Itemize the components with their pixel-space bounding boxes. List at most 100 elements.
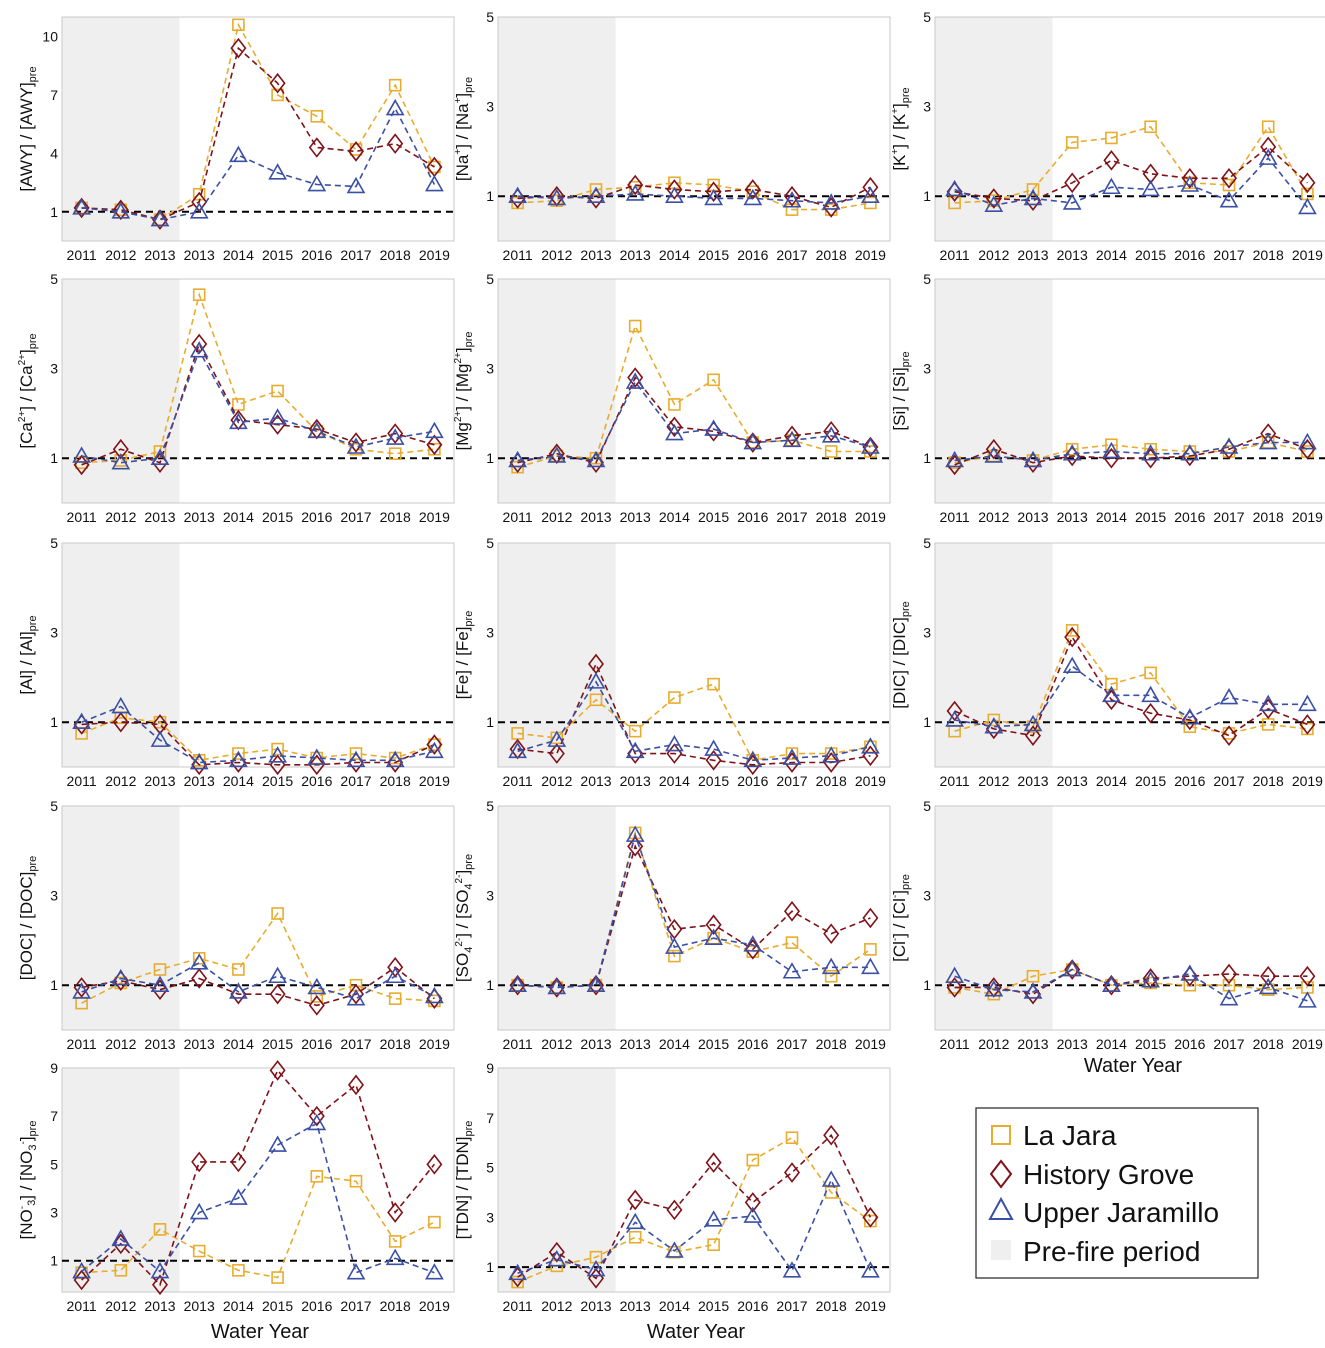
data-point-upper-jaramillo: [508, 186, 527, 203]
data-point-upper-jaramillo: [1102, 441, 1121, 459]
plot-frame: [497, 16, 891, 242]
data-point-history-grove: [587, 974, 605, 996]
prefire-shade: [62, 543, 180, 767]
series-line-la-jara: [954, 968, 1308, 996]
data-point-la-jara: [388, 78, 402, 92]
data-point-upper-jaramillo: [385, 1248, 405, 1266]
series-line-history-grove: [81, 1068, 436, 1287]
data-point-upper-jaramillo: [268, 408, 287, 425]
x-tick-label: 2019: [419, 1298, 450, 1314]
data-point-upper-jaramillo: [307, 174, 327, 192]
data-point-history-grove: [744, 432, 761, 453]
data-point-upper-jaramillo: [586, 975, 606, 993]
data-point-history-grove: [1299, 438, 1316, 460]
x-tick-label: 2014: [223, 509, 254, 525]
data-point-upper-jaramillo: [425, 421, 444, 439]
data-point-history-grove: [1024, 725, 1042, 746]
data-point-upper-jaramillo: [984, 446, 1004, 463]
legend-square-marker-icon: [991, 1125, 1011, 1145]
data-point-upper-jaramillo: [150, 1261, 170, 1279]
x-tick-label: 2012: [978, 773, 1009, 789]
y-tick-label: 3: [486, 888, 494, 904]
y-axis-label: [Mg2+] / [Mg2+]pre: [453, 331, 475, 450]
plot-frame: [497, 542, 891, 768]
x-tick-label: 2017: [340, 247, 371, 263]
data-point-upper-jaramillo: [984, 717, 1004, 734]
data-point-upper-jaramillo: [1023, 188, 1043, 206]
data-point-history-grove: [1142, 702, 1159, 724]
x-tick-label: 2017: [340, 773, 371, 789]
data-point-upper-jaramillo: [229, 1188, 248, 1205]
data-point-upper-jaramillo: [72, 198, 91, 215]
plot-frame: [61, 1067, 455, 1293]
data-point-la-jara: [589, 183, 603, 196]
y-tick-label: 1: [50, 714, 58, 730]
data-point-history-grove: [783, 900, 801, 922]
data-point-la-jara: [192, 952, 206, 965]
data-point-upper-jaramillo: [307, 977, 327, 995]
data-point-upper-jaramillo: [1298, 694, 1317, 712]
x-tick-label: 2015: [262, 1036, 293, 1052]
data-point-la-jara: [707, 677, 720, 691]
x-tick-label: 2012: [541, 1298, 572, 1314]
data-point-upper-jaramillo: [821, 1170, 841, 1187]
data-point-la-jara: [388, 447, 402, 461]
x-tick-label: 2013: [184, 509, 215, 525]
data-point-la-jara: [864, 943, 877, 956]
data-point-upper-jaramillo: [72, 1261, 91, 1279]
x-tick-label: 2019: [855, 1298, 886, 1314]
data-point-history-grove: [862, 1207, 879, 1228]
data-point-upper-jaramillo: [268, 1135, 287, 1152]
x-tick-label: 2017: [1213, 247, 1244, 263]
data-point-history-grove: [783, 1162, 801, 1183]
x-tick-label: 2019: [1292, 1036, 1323, 1052]
x-tick-label: 2013: [620, 1036, 651, 1052]
y-tick-label: 5: [486, 535, 494, 551]
data-point-upper-jaramillo: [1258, 148, 1278, 165]
x-tick-label: 2015: [262, 1298, 293, 1314]
x-tick-label: 2019: [419, 509, 450, 525]
panel-8: 1 3 5 2011 2012 2013 2013 2014 2015 2016 2017 2018 2…: [890, 535, 1325, 789]
x-tick-label: 2012: [105, 509, 136, 525]
x-tick-label: 2014: [659, 247, 690, 263]
data-point-upper-jaramillo: [547, 446, 567, 463]
x-tick-label: 2012: [541, 1036, 572, 1052]
series-line-la-jara: [954, 125, 1309, 204]
x-tick-label: 2015: [1135, 247, 1166, 263]
y-tick-label: 1: [486, 1259, 494, 1275]
data-point-la-jara: [948, 196, 961, 210]
x-tick-label: 2013: [580, 1036, 611, 1052]
y-tick-label: 5: [486, 798, 494, 814]
data-point-history-grove: [946, 977, 963, 998]
data-point-la-jara: [628, 1230, 642, 1244]
x-tick-label: 2018: [1253, 1036, 1284, 1052]
data-point-history-grove: [1220, 963, 1238, 985]
series-line-upper-jaramillo: [954, 156, 1309, 208]
y-axis-label: [Si] / [Si]pre: [890, 351, 912, 430]
data-point-upper-jaramillo: [346, 437, 366, 454]
data-point-upper-jaramillo: [346, 750, 366, 768]
x-tick-label: 2018: [1253, 773, 1284, 789]
data-point-la-jara: [114, 1264, 128, 1277]
y-tick-label: 3: [486, 99, 494, 115]
data-point-la-jara: [310, 990, 324, 1003]
plot-frame: [934, 805, 1325, 1031]
x-tick-label: 2015: [698, 509, 729, 525]
x-tick-label: 2013: [620, 773, 651, 789]
data-point-history-grove: [112, 199, 129, 221]
y-tick-label: 5: [50, 1156, 58, 1172]
y-axis-label: [Fe] / [Fe]pre: [453, 611, 475, 700]
x-tick-label: 2014: [1096, 1036, 1127, 1052]
x-tick-label: 2011: [67, 1298, 97, 1314]
legend-prefire-patch: [991, 1240, 1011, 1260]
data-point-upper-jaramillo: [307, 1113, 327, 1131]
x-tick-label: 2013: [1057, 247, 1088, 263]
data-point-la-jara: [1065, 624, 1079, 637]
data-point-upper-jaramillo: [547, 1250, 567, 1267]
data-point-upper-jaramillo: [945, 179, 964, 197]
data-point-upper-jaramillo: [821, 193, 841, 210]
x-tick-label: 2018: [816, 247, 847, 263]
x-tick-label: 2014: [1096, 773, 1127, 789]
data-point-history-grove: [705, 749, 722, 771]
data-point-la-jara: [628, 724, 642, 738]
